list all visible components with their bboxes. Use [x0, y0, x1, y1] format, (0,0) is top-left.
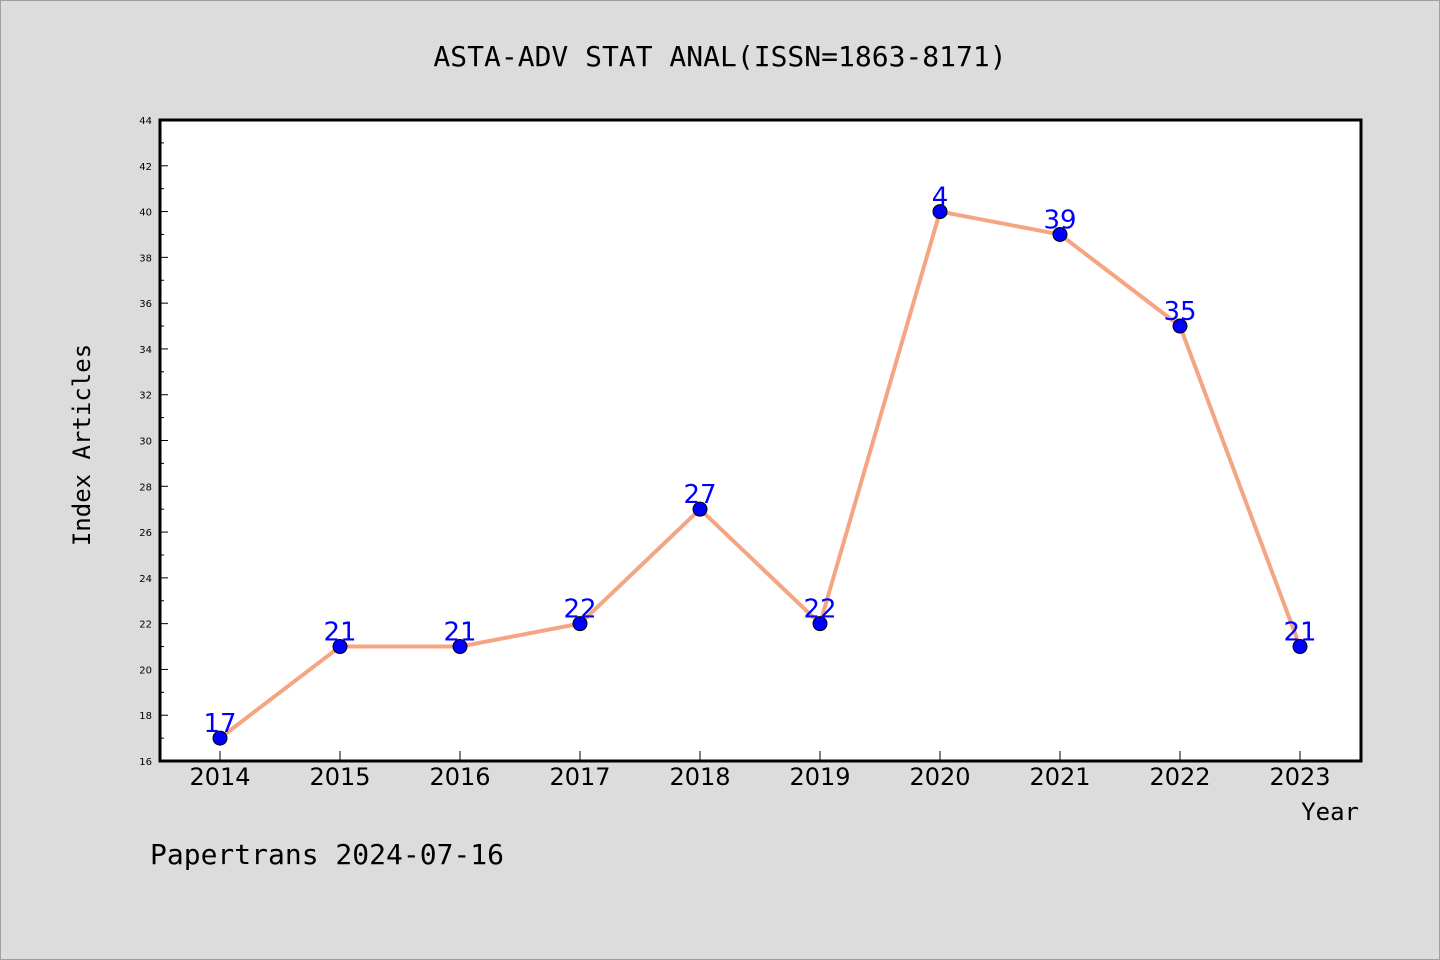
data-point	[692, 501, 708, 517]
y-tick-label: 22	[139, 620, 152, 631]
data-point	[572, 616, 588, 632]
x-tick-label: 2018	[669, 763, 730, 791]
series-line-group: 17 21 21 22 27 22 4 39 35 21	[203, 183, 1317, 746]
y-axis-label: Index Articles	[68, 344, 96, 546]
series-line	[218, 209, 1302, 740]
y-tick-label: 16	[139, 757, 152, 768]
data-label: 4	[932, 183, 949, 213]
x-tick-label: 2019	[789, 763, 850, 791]
data-point	[932, 204, 948, 220]
data-point	[1292, 639, 1308, 655]
data-label: 21	[1283, 618, 1316, 648]
x-tick-label: 2017	[549, 763, 610, 791]
data-label: 17	[203, 709, 236, 739]
y-tick-label: 24	[139, 574, 152, 585]
y-tick-label: 40	[139, 208, 152, 219]
y-tick-label: 18	[139, 711, 152, 722]
data-label: 21	[323, 618, 356, 648]
data-point	[1052, 226, 1068, 242]
data-label: 22	[563, 595, 596, 625]
y-tick-label: 20	[139, 665, 152, 676]
data-label: 27	[683, 480, 716, 510]
data-point	[332, 639, 348, 655]
x-tick-label: 2022	[1149, 763, 1210, 791]
data-point	[812, 616, 828, 632]
data-label: 21	[443, 618, 476, 648]
x-tick-label: 2021	[1029, 763, 1090, 791]
y-tick-label: 26	[139, 528, 152, 539]
y-tick-label: 30	[139, 437, 152, 448]
data-point	[212, 730, 228, 746]
y-axis: 16 18 20 22 24 26 28 30 32 34 36 38 40 42 44	[139, 116, 168, 768]
y-tick-label: 38	[139, 253, 152, 264]
x-axis-label: Year	[1301, 798, 1359, 826]
y-tick-label: 42	[139, 162, 152, 173]
data-label: 35	[1163, 297, 1196, 327]
chart-title: ASTA-ADV STAT ANAL(ISSN=1863-8171)	[433, 40, 1006, 73]
x-tick-label: 2023	[1269, 763, 1330, 791]
y-tick-label: 34	[139, 345, 152, 356]
y-tick-label: 44	[139, 116, 152, 127]
footer-text: Papertrans 2024-07-16	[150, 838, 504, 871]
plot-area	[160, 120, 1361, 761]
x-tick-label: 2020	[909, 763, 970, 791]
data-label: 22	[803, 595, 836, 625]
data-label: 39	[1043, 205, 1076, 235]
data-point	[1172, 318, 1188, 334]
data-point	[452, 639, 468, 655]
plot-border	[158, 118, 1363, 763]
x-tick-label: 2016	[429, 763, 490, 791]
x-tick-label: 2014	[189, 763, 250, 791]
y-tick-label: 28	[139, 482, 152, 493]
y-tick-label: 36	[139, 299, 152, 310]
x-axis: 2014 2015 2016 2017 2018 2019 2020 2021 2022 2023	[189, 751, 1331, 791]
y-tick-label: 32	[139, 391, 152, 402]
x-tick-label: 2015	[309, 763, 370, 791]
